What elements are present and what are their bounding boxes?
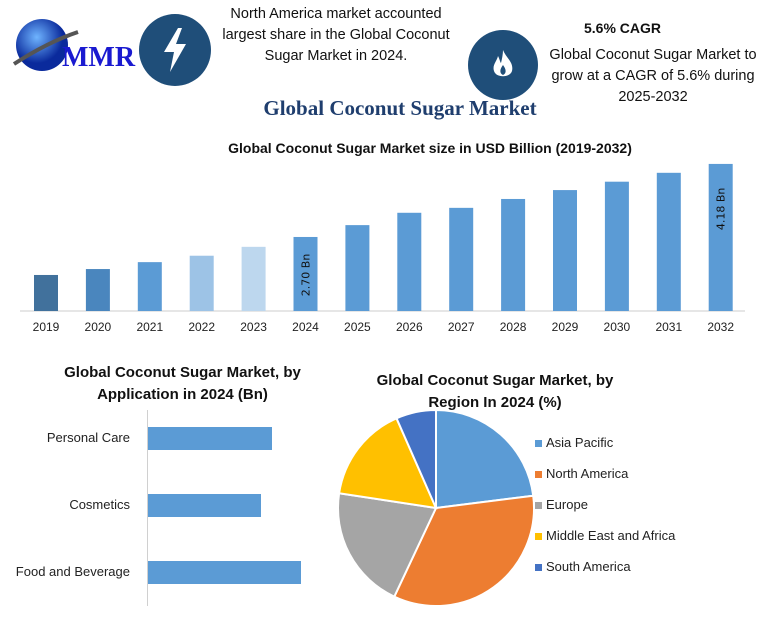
cagr-title: 5.6% CAGR [584,20,662,36]
x-tick-label: 2023 [240,320,267,334]
slice-europe [337,492,438,599]
legend-swatch [535,502,542,509]
data-label: 2.70 Bn [300,254,313,297]
bar-2024 [293,236,318,311]
bar-2030 [604,181,629,311]
slice-asia-pacific [435,408,535,510]
x-tick-label: 2028 [499,320,527,334]
x-tick-label: 2031 [655,320,683,334]
legend-label: Europe [546,497,588,512]
x-tick-label: 2032 [707,320,735,334]
legend-swatch [535,440,542,447]
category-label: Personal Care [46,430,130,445]
header-right-text: Global Coconut Sugar Market to grow at a… [549,47,757,105]
legend-label: North America [546,466,629,481]
legend-swatch [535,471,542,478]
bar-2031 [656,172,681,311]
bar-food-and-beverage [148,561,301,584]
x-tick-label: 2019 [32,320,60,334]
legend-label: Middle East and Africa [546,528,676,543]
bar-personal-care [148,427,272,450]
logo-text: MMR [62,42,136,73]
slice-south-america [395,408,437,509]
bar-2029 [553,190,577,311]
legend-label: Asia Pacific [546,435,614,450]
mmr-logo: MMR [8,12,136,82]
bar-2027 [449,207,474,311]
slice-middle-east-and-africa [337,416,438,510]
bar-2020 [85,269,110,311]
application-axis [147,410,148,606]
data-label: 4.18 Bn [715,188,728,231]
header-left-text: North America market accounted largest s… [222,6,450,64]
x-tick-label: 2022 [188,320,216,334]
bar-cosmetics [148,494,262,517]
legend-swatch [535,564,542,571]
bar-2023 [241,246,266,311]
main-title: Global Coconut Sugar Market [263,96,537,120]
category-label: Cosmetics [69,497,130,512]
x-tick-label: 2020 [84,320,112,334]
bar-2028 [501,198,526,311]
pie-chart-title: Global Coconut Sugar Market, by Region I… [376,372,614,411]
legend-swatch [535,533,542,540]
bar-2032 [708,163,733,311]
x-tick-label: 2030 [603,320,631,334]
bar-chart-title: Global Coconut Sugar Market size in USD … [228,140,632,156]
bar-2022 [189,255,214,311]
lightning-icon [139,14,211,86]
pie-chart [337,408,535,607]
category-label: Food and Beverage [15,564,130,579]
bar-2025 [345,225,370,311]
x-tick-label: 2024 [292,320,319,334]
bar-chart: 2.70 Bn 4.18 Bn [20,163,745,312]
bar-2019 [34,274,58,311]
flame-icon [468,30,538,100]
bar-2026 [397,212,422,311]
bar-2021 [137,262,162,311]
legend-label: South America [546,559,631,574]
x-tick-label: 2026 [395,320,423,334]
x-tick-label: 2021 [136,320,164,334]
x-tick-label: 2025 [344,320,371,334]
x-tick-label: 2029 [551,320,579,334]
x-tick-label: 2027 [447,320,475,334]
application-chart-title: Global Coconut Sugar Market, by Applicat… [64,364,301,403]
